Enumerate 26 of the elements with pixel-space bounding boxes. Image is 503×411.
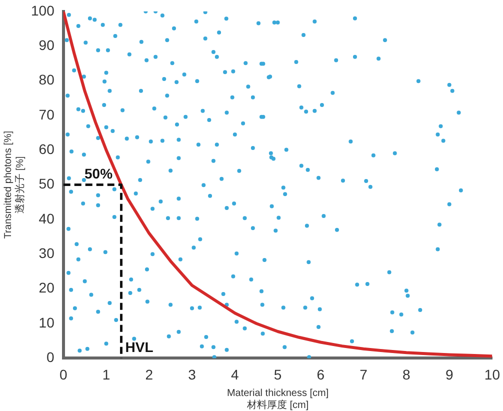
x-tick-label: 0	[59, 366, 68, 382]
x-tick-label: 4	[231, 366, 239, 382]
x-tick-label: 1	[102, 366, 110, 382]
x-tick-label: 7	[360, 366, 368, 382]
x-tick-label: 3	[188, 366, 196, 382]
x-tick-label: 5	[274, 366, 282, 382]
x-tick-label: 9	[445, 366, 454, 382]
y-tick-label: 10	[38, 314, 55, 330]
y-tick-label: 0	[46, 349, 55, 366]
y-tick-label: 100	[31, 2, 55, 18]
x-axis-title: Material thickness [cm] 材料厚度 [cm]	[226, 388, 329, 411]
y-tick-label: 90	[38, 36, 55, 53]
x-tick-label: 8	[402, 366, 411, 382]
x-tick-label: 10	[484, 366, 500, 382]
y-tick-label: 70	[38, 106, 55, 122]
annotation: HVL	[125, 339, 154, 356]
y-tick-label: 20	[38, 280, 55, 296]
y-tick-label: 80	[38, 72, 55, 88]
annotation: 50%	[84, 166, 114, 182]
y-tick-label: 40	[38, 210, 55, 226]
x-tick-label: 6	[316, 366, 325, 382]
x-tick-label: 2	[145, 366, 154, 382]
y-tick-label: 60	[38, 140, 55, 157]
y-axis-title: Transmitted photons [%] 透射光子 [%]	[2, 130, 26, 239]
y-tick-label: 30	[38, 245, 55, 262]
y-tick-label: 50	[38, 176, 55, 192]
